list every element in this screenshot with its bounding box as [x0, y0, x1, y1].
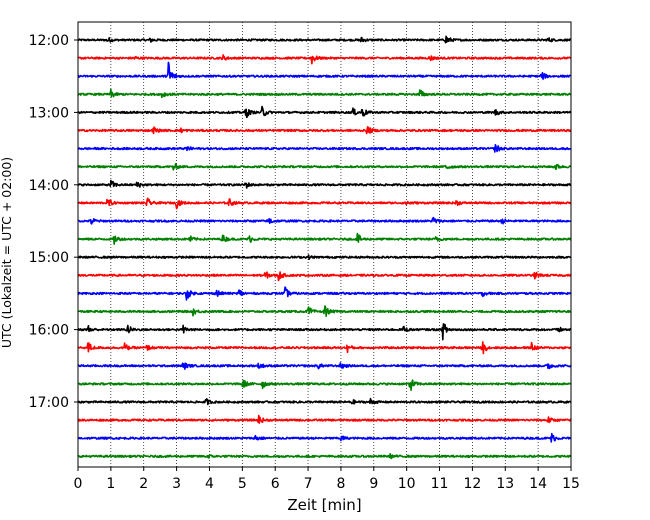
y-tick-label: 17:00: [29, 395, 69, 411]
x-tick-label: 4: [205, 476, 214, 492]
x-tick-label: 9: [369, 476, 378, 492]
trace-1630: [77, 362, 572, 370]
y-tick-label: 14:00: [29, 178, 69, 194]
y-tick-label: 12:00: [29, 33, 69, 49]
x-tick-label: 14: [529, 476, 547, 492]
x-tick-label: 1: [106, 476, 115, 492]
trace-1415: [77, 197, 572, 210]
x-tick-label: 6: [271, 476, 280, 492]
trace-1730: [77, 432, 572, 443]
x-tick-label: 15: [562, 476, 580, 492]
trace-1215: [77, 54, 572, 65]
x-tick-label: 5: [238, 476, 247, 492]
trace-1245: [77, 88, 572, 99]
trace-1315: [77, 125, 572, 135]
x-tick-label: 0: [74, 476, 83, 492]
x-tick-label: 11: [431, 476, 449, 492]
x-axis-title: Zeit [min]: [287, 496, 361, 514]
trace-1645: [77, 379, 572, 392]
trace-1545: [77, 305, 572, 318]
trace-1700: [77, 397, 572, 406]
x-tick-label: 2: [139, 476, 148, 492]
y-tick-label: 13:00: [29, 105, 69, 121]
y-tick-label: 16:00: [29, 323, 69, 339]
trace-1615: [77, 341, 572, 355]
trace-1400: [77, 179, 572, 189]
x-tick-label: 8: [336, 476, 345, 492]
trace-1300: [77, 105, 572, 119]
trace-1230: [77, 61, 572, 80]
x-grid: [110, 22, 539, 467]
y-axis-ticks: 12:00 13:00 14:00 15:00 16:00 17:00: [29, 33, 78, 411]
trace-1500: [77, 254, 572, 261]
trace-1445: [77, 232, 572, 245]
trace-series: [77, 35, 572, 460]
x-tick-label: 7: [304, 476, 313, 492]
trace-1330: [77, 143, 572, 153]
trace-1200: [77, 35, 572, 44]
x-tick-label: 12: [463, 476, 481, 492]
trace-1515: [77, 271, 572, 282]
trace-1530: [77, 286, 572, 301]
y-axis-title: UTC (Lokalzeit = UTC + 02:00): [0, 157, 14, 348]
x-tick-label: 3: [172, 476, 181, 492]
y-tick-label: 15:00: [29, 250, 69, 266]
trace-1345: [77, 163, 572, 171]
plot-area-frame: [77, 21, 572, 468]
trace-1600: [77, 323, 572, 341]
trace-1715: [77, 414, 572, 424]
x-tick-label: 13: [496, 476, 514, 492]
x-axis-ticks: 0 1 2 3 4 5 6 7 8 9 10 11 12 13 14 15: [74, 467, 580, 492]
trace-1430: [77, 216, 572, 225]
trace-1745: [77, 452, 572, 460]
x-tick-label: 10: [398, 476, 416, 492]
